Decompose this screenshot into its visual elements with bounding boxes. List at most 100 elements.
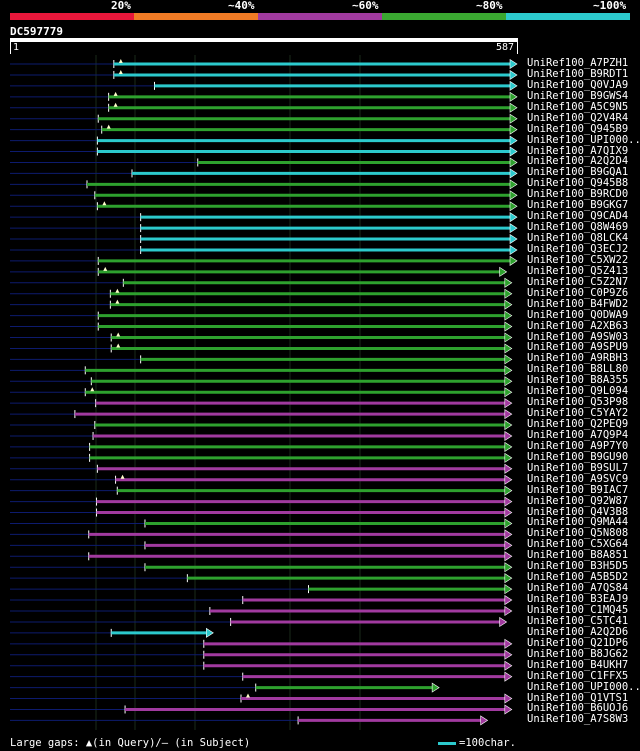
query-gap-icon — [103, 266, 108, 271]
query-gap-icon — [113, 91, 118, 96]
hit-arrow-icon — [509, 124, 518, 135]
hit-label[interactable]: UniRef100_Q4V3B8 — [527, 505, 629, 518]
hit-label[interactable]: UniRef100_B9IAC7 — [527, 483, 629, 496]
hit-label[interactable]: UniRef100_C5Z2N7 — [527, 275, 629, 288]
query-gap-icon — [90, 387, 95, 392]
hit-label[interactable]: UniRef100_C5YAY2 — [527, 407, 629, 420]
hit-arrow-icon — [509, 190, 518, 201]
hit-label[interactable]: UniRef100_A7QIX9 — [527, 144, 629, 157]
hit-arrow-icon — [504, 463, 513, 474]
legend-segment — [382, 13, 506, 20]
hit-label[interactable]: UniRef100_B3EAJ9 — [527, 593, 629, 606]
hit-label[interactable]: UniRef100_B9RDT1 — [527, 67, 629, 80]
hit-label[interactable]: UniRef100_C5XW22 — [527, 253, 629, 266]
hit-label[interactable]: UniRef100_A2XB63 — [527, 319, 629, 332]
hit-label[interactable]: UniRef100_B4UKH7 — [527, 658, 629, 671]
legend-label: ~60% — [352, 0, 379, 12]
hit-label[interactable]: UniRef100_B8A851 — [527, 549, 629, 562]
hit-label[interactable]: UniRef100_C0P9Z6 — [527, 286, 629, 299]
hit-label[interactable]: UniRef100_Q1VTS1 — [527, 691, 629, 704]
hit-arrow-icon — [509, 80, 518, 91]
legend-label: ~40% — [228, 0, 255, 12]
query-start-label: 1 — [13, 42, 20, 53]
hit-label[interactable]: UniRef100_Q9L094 — [527, 385, 629, 398]
hit-arrow-icon — [504, 288, 513, 299]
hit-arrow-icon — [504, 277, 513, 288]
query-gap-icon — [246, 693, 251, 698]
hit-label[interactable]: UniRef100_A9SW03 — [527, 330, 629, 343]
hit-label[interactable]: UniRef100_B3H5D5 — [527, 560, 629, 573]
hit-arrow-icon — [504, 419, 513, 431]
hit-label[interactable]: UniRef100_Q0DWA9 — [527, 308, 629, 321]
hit-label[interactable]: UniRef100_B9GWS4 — [527, 89, 629, 102]
hit-label[interactable]: UniRef100_B8LL80 — [527, 363, 629, 376]
hit-label[interactable]: UniRef100_B4FWD2 — [527, 297, 629, 310]
hit-label[interactable]: UniRef100_Q9MA44 — [527, 516, 629, 529]
hit-arrow-icon — [509, 69, 518, 80]
hit-arrow-icon — [509, 244, 518, 256]
hit-arrow-icon — [504, 365, 513, 376]
hit-arrow-icon — [504, 649, 513, 660]
hit-arrow-icon — [509, 146, 518, 157]
hit-label[interactable]: UniRef100_A9SPU9 — [527, 341, 629, 354]
hit-arrow-icon — [504, 496, 513, 507]
hit-label[interactable]: UniRef100_Q9CAD4 — [527, 210, 629, 223]
hit-label[interactable]: UniRef100_A7QS84 — [527, 582, 629, 595]
hit-label[interactable]: UniRef100_UPI000.. — [527, 680, 640, 693]
hit-label[interactable]: UniRef100_Q3ECJ2 — [527, 242, 629, 255]
hit-label[interactable]: UniRef100_B6UOJ6 — [527, 702, 629, 715]
hit-arrow-icon — [504, 332, 513, 343]
hit-arrow-icon — [504, 485, 513, 496]
hit-label[interactable]: UniRef100_C5TC41 — [527, 614, 629, 627]
hit-arrow-icon — [504, 529, 513, 540]
hit-label[interactable]: UniRef100_B9GU90 — [527, 450, 629, 463]
hit-label[interactable]: UniRef100_Q2V4R4 — [527, 111, 629, 124]
hit-label[interactable]: UniRef100_C1FFX5 — [527, 669, 629, 682]
hit-label[interactable]: UniRef100_Q945B8 — [527, 177, 629, 190]
hit-label[interactable]: UniRef100_C5XG64 — [527, 538, 629, 551]
query-gap-icon — [116, 332, 121, 337]
hit-label[interactable]: UniRef100_A5C9N5 — [527, 100, 629, 113]
hit-arrow-icon — [504, 376, 513, 387]
hit-arrow-icon — [509, 223, 518, 234]
hit-arrow-icon — [504, 605, 513, 617]
hit-arrow-icon — [499, 266, 508, 277]
hit-label[interactable]: UniRef100_A2Q2D6 — [527, 625, 629, 638]
hit-label[interactable]: UniRef100_Q21DP6 — [527, 636, 629, 649]
hit-label[interactable]: UniRef100_A9SVC9 — [527, 472, 629, 485]
hit-arrow-icon — [504, 310, 513, 321]
hit-label[interactable]: UniRef100_UPI000.. — [527, 133, 640, 146]
hit-arrow-icon — [504, 321, 513, 332]
query-gap-icon — [115, 288, 120, 293]
hit-label[interactable]: UniRef100_A7Q9P4 — [527, 428, 629, 441]
hit-label[interactable]: UniRef100_B9GKG7 — [527, 199, 629, 212]
hit-label[interactable]: UniRef100_A9P7Y0 — [527, 439, 629, 452]
hit-label[interactable]: UniRef100_B9GQA1 — [527, 166, 629, 179]
hit-label[interactable]: UniRef100_B8JG62 — [527, 647, 629, 660]
hit-label[interactable]: UniRef100_A7S8W3 — [527, 713, 629, 726]
hit-label[interactable]: UniRef100_C1MQ45 — [527, 604, 629, 616]
hit-label[interactable]: UniRef100_Q0VJA9 — [527, 78, 629, 91]
hit-label[interactable]: UniRef100_Q92W87 — [527, 494, 629, 507]
hit-arrow-icon — [504, 398, 513, 409]
hit-arrow-icon — [509, 157, 518, 168]
query-start-tick — [10, 42, 11, 54]
hit-label[interactable]: UniRef100_B9RCD0 — [527, 188, 629, 201]
hit-label[interactable]: UniRef100_A5B5D2 — [527, 571, 629, 584]
hit-label[interactable]: UniRef100_B8A355 — [527, 374, 629, 387]
hit-label[interactable]: UniRef100_Q8LCK4 — [527, 232, 629, 245]
hit-label[interactable]: UniRef100_Q8W469 — [527, 221, 629, 234]
hit-label[interactable]: UniRef100_A9RBH3 — [527, 352, 629, 365]
legend-label: ~100% — [593, 0, 627, 12]
hit-label[interactable]: UniRef100_B9SUL7 — [527, 461, 629, 474]
scale-bar-icon — [438, 741, 456, 745]
hit-arrow-icon — [431, 682, 440, 693]
hit-label[interactable]: UniRef100_Q945B9 — [527, 122, 629, 135]
hit-label[interactable]: UniRef100_A7PZH1 — [527, 57, 629, 69]
hit-arrow-icon — [504, 409, 513, 420]
hit-label[interactable]: UniRef100_Q53P98 — [527, 396, 629, 409]
hit-label[interactable]: UniRef100_Q5Z413 — [527, 264, 629, 277]
hit-label[interactable]: UniRef100_Q2PEQ9 — [527, 418, 629, 431]
hit-label[interactable]: UniRef100_A2Q2D4 — [527, 155, 629, 168]
hit-label[interactable]: UniRef100_Q5N808 — [527, 527, 629, 540]
